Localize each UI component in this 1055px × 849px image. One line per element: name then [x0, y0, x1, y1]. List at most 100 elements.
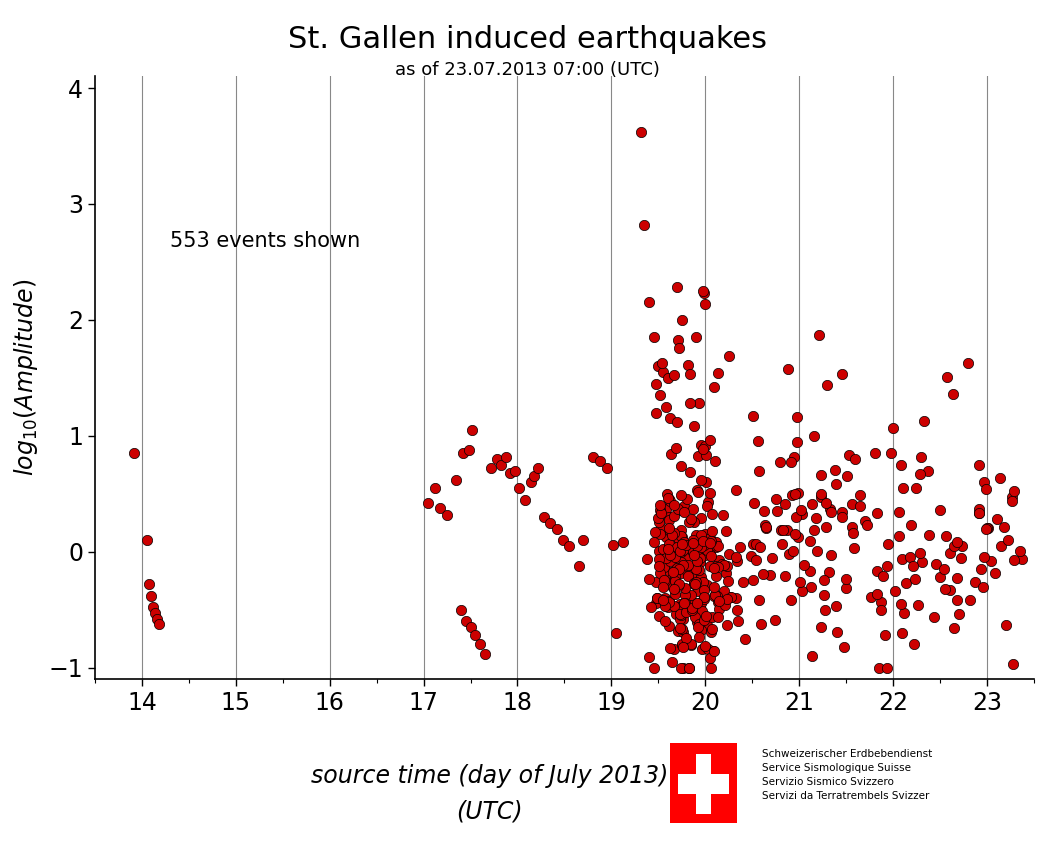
Point	[734, 576, 751, 589]
Point	[941, 583, 958, 597]
Point	[664, 528, 680, 542]
Point	[912, 546, 928, 559]
Point	[816, 573, 832, 587]
Point	[506, 464, 523, 477]
Point	[904, 559, 921, 572]
Point	[941, 546, 958, 559]
Point	[667, 564, 684, 577]
Point	[669, 280, 686, 294]
Point	[757, 520, 774, 534]
Point	[439, 508, 456, 521]
Point	[584, 450, 601, 464]
Point	[483, 461, 500, 475]
Point	[671, 607, 688, 621]
Point	[948, 571, 965, 585]
Point	[704, 644, 721, 658]
Point	[659, 371, 676, 385]
Point	[648, 596, 665, 610]
Point	[651, 515, 668, 529]
Point	[677, 537, 694, 551]
Point	[693, 540, 710, 554]
Point	[680, 661, 697, 674]
Point	[828, 626, 845, 639]
Point	[660, 492, 677, 505]
Point	[671, 577, 688, 591]
Point	[804, 498, 821, 511]
Point	[1000, 533, 1017, 547]
Point	[608, 626, 625, 639]
Point	[896, 606, 913, 620]
Point	[693, 528, 710, 542]
Point	[802, 565, 819, 578]
Point	[642, 600, 659, 614]
Point	[683, 588, 699, 602]
Point	[811, 329, 828, 342]
Point	[661, 641, 678, 655]
Point	[699, 495, 716, 509]
Point	[748, 554, 765, 567]
Point	[649, 591, 666, 604]
Point	[948, 593, 965, 607]
Point	[695, 442, 712, 456]
Point	[655, 573, 672, 587]
Point	[710, 610, 727, 624]
Point	[789, 531, 806, 544]
Point	[750, 593, 767, 606]
Point	[659, 542, 676, 555]
Point	[638, 553, 655, 566]
Point	[655, 593, 672, 606]
Point	[846, 453, 863, 466]
Point	[818, 520, 835, 534]
Point	[833, 367, 850, 380]
Point	[680, 514, 697, 528]
Point	[692, 596, 709, 610]
Point	[703, 549, 720, 563]
Point	[647, 526, 664, 539]
Point	[672, 566, 689, 580]
Point	[654, 543, 671, 556]
Point	[998, 618, 1015, 632]
Point	[1014, 553, 1031, 566]
Point	[673, 623, 690, 637]
Point	[909, 599, 926, 612]
Point	[789, 435, 806, 448]
Point	[728, 554, 745, 568]
Point	[647, 377, 664, 391]
Point	[718, 619, 735, 633]
Point	[517, 492, 534, 506]
Point	[894, 627, 910, 640]
Point	[674, 559, 691, 572]
Point	[684, 604, 701, 617]
Point	[871, 661, 888, 674]
Point	[690, 396, 707, 410]
Point	[838, 469, 855, 482]
Point	[979, 521, 996, 535]
Point	[666, 599, 683, 613]
Point	[757, 521, 774, 535]
Point	[488, 453, 505, 466]
Point	[660, 595, 677, 609]
Text: source time (day of July 2013): source time (day of July 2013)	[310, 763, 668, 788]
Point	[993, 539, 1010, 553]
Point	[948, 536, 965, 549]
Point	[654, 365, 671, 379]
Point	[685, 545, 702, 559]
Text: as of 23.07.2013 07:00 (UTC): as of 23.07.2013 07:00 (UTC)	[395, 61, 660, 79]
Point	[679, 569, 696, 582]
Point	[677, 581, 694, 594]
Point	[868, 507, 885, 520]
Point	[655, 543, 672, 556]
Point	[857, 514, 874, 528]
Point	[464, 423, 481, 436]
Point	[690, 620, 707, 633]
Point	[813, 487, 830, 501]
Point	[498, 450, 515, 464]
Point	[851, 498, 868, 512]
Point	[711, 603, 728, 616]
Point	[674, 543, 691, 557]
Point	[710, 594, 727, 608]
Point	[673, 531, 690, 544]
Point	[663, 577, 679, 591]
Point	[978, 523, 995, 537]
Point	[818, 497, 835, 510]
